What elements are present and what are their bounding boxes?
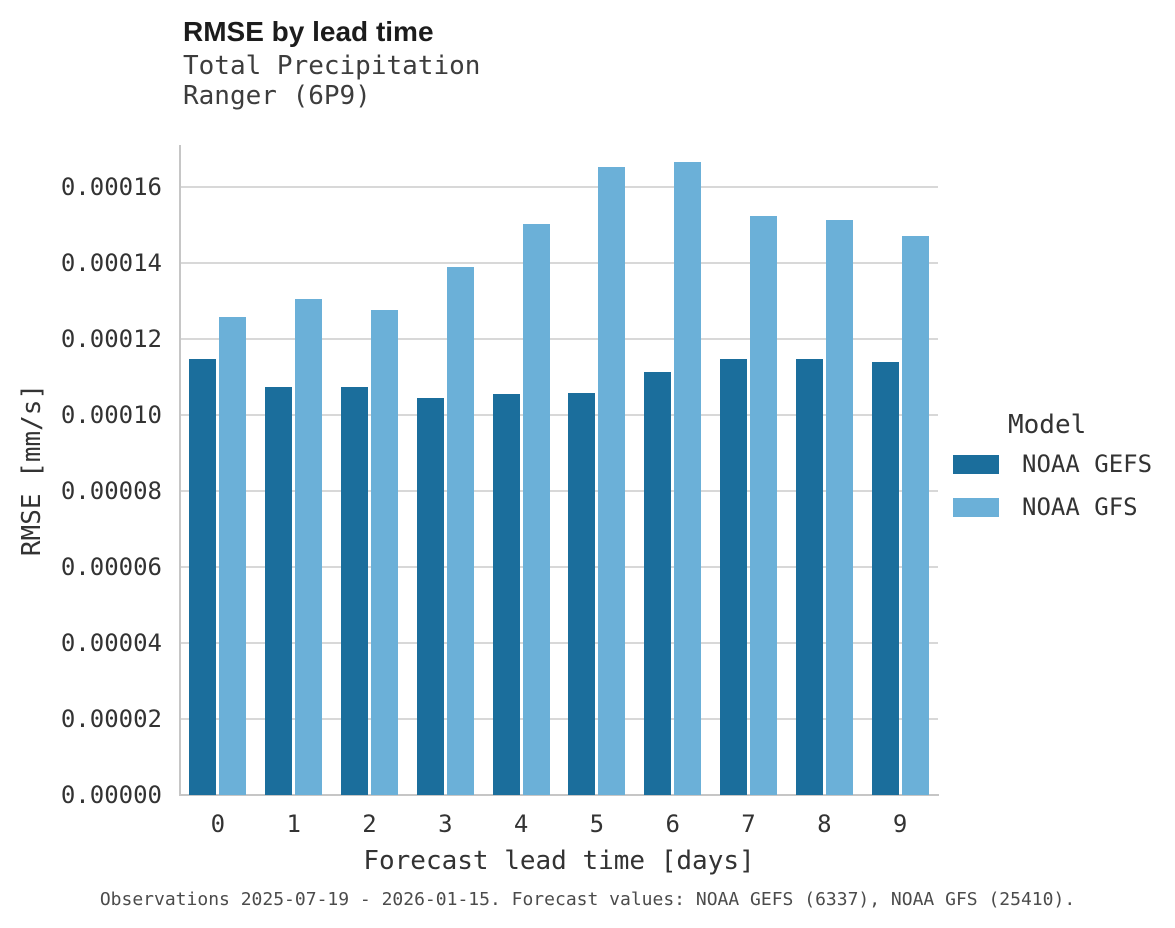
bar-noaa-gfs-lead-7 xyxy=(750,215,777,795)
bar-noaa-gfs-lead-0 xyxy=(219,317,247,795)
x-tick-label-8: 8 xyxy=(817,810,832,838)
bar-noaa-gefs-lead-6 xyxy=(644,371,672,795)
y-axis-spine xyxy=(179,145,181,795)
bar-noaa-gefs-lead-9 xyxy=(871,361,899,795)
bar-noaa-gefs-lead-7 xyxy=(720,359,747,795)
x-tick-label-7: 7 xyxy=(741,810,756,838)
x-tick-label-9: 9 xyxy=(892,810,908,838)
y-tick-label: 0.00016 xyxy=(60,172,162,201)
gridline-y-0.00002 xyxy=(180,717,938,720)
x-tick-label-0: 0 xyxy=(210,810,226,838)
x-tick-label-5: 5 xyxy=(589,810,605,838)
legend-label: NOAA GFS xyxy=(1022,493,1138,521)
chart-subtitle-variable: Total Precipitation xyxy=(183,51,481,81)
legend: Model NOAA GEFS NOAA GFS xyxy=(953,410,1173,536)
gridline-y-0.00012 xyxy=(180,337,938,340)
bar-noaa-gfs-lead-6 xyxy=(674,162,702,795)
x-tick-label-4: 4 xyxy=(513,810,529,838)
x-tick-label-6: 6 xyxy=(665,810,680,838)
bar-noaa-gefs-lead-1 xyxy=(265,387,293,795)
bar-noaa-gefs-lead-8 xyxy=(795,359,823,795)
bar-noaa-gfs-lead-9 xyxy=(901,235,929,795)
y-tick-label: 0.00006 xyxy=(60,552,162,581)
bar-noaa-gefs-lead-3 xyxy=(416,397,444,795)
chart-title: RMSE by lead time xyxy=(183,16,434,47)
legend-item-noaa-gfs: NOAA GFS xyxy=(953,493,1173,521)
y-tick-label: 0.00012 xyxy=(60,324,162,353)
bar-noaa-gfs-lead-1 xyxy=(295,299,323,795)
gridline-y-0.00014 xyxy=(180,261,938,264)
bar-noaa-gfs-lead-5 xyxy=(598,166,626,795)
chart-subtitle-region: Ranger (6P9) xyxy=(183,81,371,111)
bar-noaa-gfs-lead-8 xyxy=(825,219,853,795)
legend-swatch xyxy=(953,454,999,474)
x-tick-label-1: 1 xyxy=(286,810,301,838)
y-tick-label: 0.00008 xyxy=(60,476,162,505)
bar-noaa-gefs-lead-2 xyxy=(341,387,368,795)
y-tick-label: 0.00000 xyxy=(60,781,162,809)
legend-title: Model xyxy=(1008,410,1087,440)
y-tick-label: 0.00004 xyxy=(60,628,162,657)
x-axis-title: Forecast lead time [days] xyxy=(363,846,755,876)
y-tick-label: 0.00010 xyxy=(60,400,162,429)
gridline-y-0.00010 xyxy=(180,413,938,416)
chart-caption: Observations 2025-07-19 - 2026-01-15. Fo… xyxy=(99,889,1076,910)
x-tick-label-2: 2 xyxy=(362,810,377,838)
y-tick-label: 0.00014 xyxy=(60,248,162,277)
bar-noaa-gefs-lead-0 xyxy=(189,359,217,795)
bar-noaa-gfs-lead-3 xyxy=(446,266,474,795)
gridline-y-0.00004 xyxy=(180,641,938,644)
legend-swatch xyxy=(953,497,999,517)
x-tick-label-3: 3 xyxy=(438,810,453,838)
bar-noaa-gefs-lead-4 xyxy=(492,393,520,795)
gridline-y-0.00008 xyxy=(180,489,938,492)
legend-label: NOAA GEFS xyxy=(1022,450,1153,478)
gridline-y-0.00006 xyxy=(180,565,938,568)
x-axis-spine xyxy=(179,794,939,796)
y-tick-label: 0.00002 xyxy=(60,704,162,733)
bar-noaa-gfs-lead-4 xyxy=(522,224,550,795)
bar-noaa-gefs-lead-5 xyxy=(568,392,596,795)
bar-noaa-gfs-lead-2 xyxy=(371,310,398,795)
gridline-y-0.00016 xyxy=(180,185,938,188)
legend-item-noaa-gefs: NOAA GEFS xyxy=(953,450,1173,478)
